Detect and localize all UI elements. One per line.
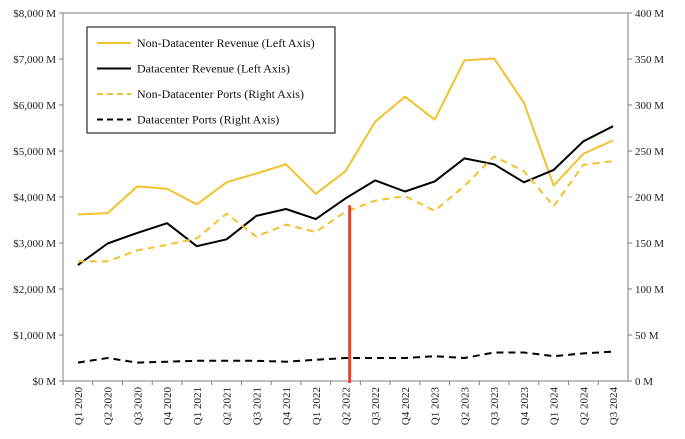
legend-label-2: Datacenter Revenue (Left Axis) [137, 62, 290, 76]
x-tick-label: Q3 2020 [132, 387, 144, 426]
x-tick-label: Q4 2021 [281, 387, 293, 425]
x-tick-label: Q1 2023 [430, 387, 442, 426]
right-tick-label: 50 M [635, 330, 659, 342]
right-tick-label: 100 M [635, 284, 664, 296]
right-tick-label: 350 M [635, 54, 664, 66]
x-tick-label: Q2 2023 [459, 387, 471, 426]
x-tick-label: Q3 2023 [489, 387, 501, 426]
x-tick-label: Q1 2022 [311, 387, 323, 425]
x-tick-label: Q4 2022 [400, 387, 412, 425]
x-axis-tick-labels: Q1 2020 Q2 2020 Q3 2020 Q4 2020 Q1 2021 Q2 20… [73, 387, 620, 426]
left-tick-label: $5,000 M [13, 146, 56, 158]
series-line-4 [77, 350, 614, 364]
x-tick-label: Q1 2020 [73, 387, 85, 426]
left-tick-label: $3,000 M [13, 238, 56, 250]
series-lines [77, 57, 614, 364]
left-tick-label: $0 M [32, 376, 56, 388]
left-tick-label: $6,000 M [13, 100, 56, 112]
right-axis-tick-labels: 0 M 50 M 100 M 150 M 200 M 250 M 300 M 350 M 400… [635, 8, 664, 388]
axes [59, 12, 632, 385]
x-tick-label: Q1 2024 [549, 387, 561, 426]
series-line-2 [77, 125, 614, 266]
x-tick-label: Q2 2020 [103, 387, 115, 426]
left-tick-label: $2,000 M [13, 284, 56, 296]
series-line-3 [77, 155, 614, 263]
left-tick-label: $8,000 M [13, 8, 56, 20]
right-tick-label: 0 M [635, 376, 653, 388]
legend-label-4: Datacenter Ports (Right Axis) [137, 113, 279, 127]
x-tick-label: Q2 2021 [222, 387, 234, 425]
left-tick-label: $7,000 M [13, 54, 56, 66]
x-tick-label: Q1 2021 [192, 387, 204, 425]
x-tick-label: Q2 2022 [341, 387, 353, 425]
x-tick-label: Q3 2022 [370, 387, 382, 425]
legend-label-1: Non-Datacenter Revenue (Left Axis) [137, 36, 315, 50]
left-axis-tick-labels: $0 M $1,000 M $2,000 M $3,000 M $4,000 M $5,0… [13, 8, 56, 388]
right-tick-label: 400 M [635, 8, 664, 20]
legend-label-3: Non-Datacenter Ports (Right Axis) [137, 87, 304, 101]
right-tick-label: 150 M [635, 238, 664, 250]
legend: Non-Datacenter Revenue (Left Axis) Datace… [86, 26, 336, 134]
right-tick-label: 200 M [635, 192, 664, 204]
left-tick-label: $4,000 M [13, 192, 56, 204]
left-tick-label: $1,000 M [13, 330, 56, 342]
x-tick-label: Q4 2023 [519, 387, 531, 426]
x-tick-label: Q3 2021 [251, 387, 263, 425]
x-tick-label: Q4 2020 [162, 387, 174, 426]
series-line-1 [77, 57, 614, 216]
right-tick-label: 300 M [635, 100, 664, 112]
legend-box [86, 26, 336, 134]
x-tick-label: Q3 2024 [608, 387, 620, 426]
x-tick-label: Q2 2024 [578, 387, 590, 426]
right-tick-label: 250 M [635, 146, 664, 158]
